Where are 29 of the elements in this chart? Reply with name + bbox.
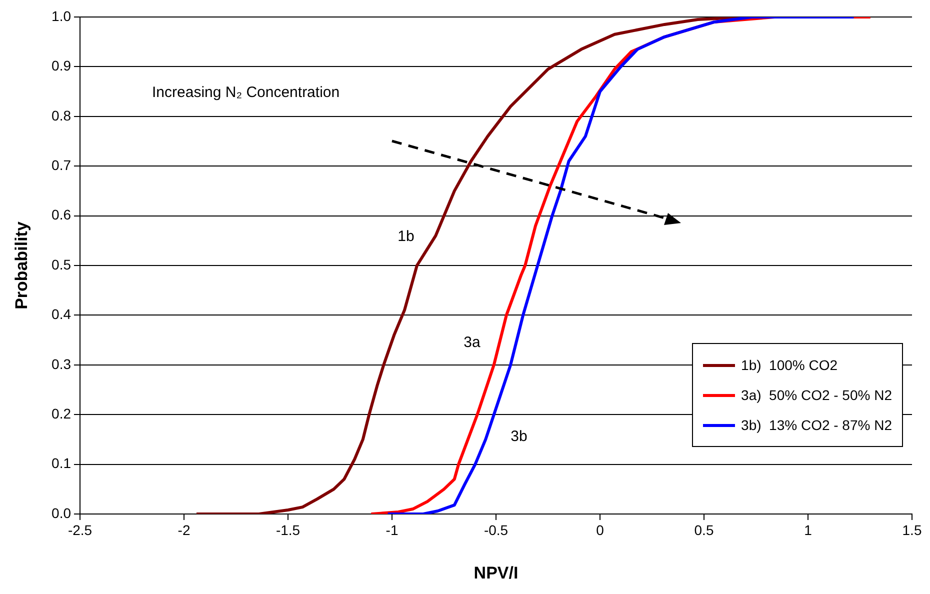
y-tick-label: 0.3 [52, 356, 72, 372]
y-tick-label: 0.4 [52, 306, 72, 322]
x-tick-label: -1 [386, 522, 398, 538]
x-axis-title: NPV/I [474, 563, 518, 582]
x-tick-label: 1 [804, 522, 812, 538]
annotation: 3b [510, 428, 528, 446]
y-tick-label: 0.2 [52, 405, 72, 422]
x-tick-label: 1.5 [902, 522, 922, 538]
y-axis-title: Probability [12, 221, 31, 310]
annotation: 3a [464, 334, 481, 352]
x-tick-label: -2 [178, 522, 190, 538]
legend-label: 3b) 13% CO2 - 87% N2 [741, 417, 892, 433]
x-tick-label: -2.5 [68, 522, 92, 538]
annotation: 1b [398, 228, 414, 246]
y-tick-label: 0.6 [52, 206, 72, 223]
y-tick-label: 0.7 [52, 156, 72, 173]
y-tick-label: 0.8 [52, 107, 72, 124]
y-tick-label: 1.0 [52, 8, 72, 24]
x-tick-label: 0 [596, 522, 604, 538]
x-tick-label: -1.5 [276, 522, 300, 538]
y-tick-label: 0.0 [52, 504, 72, 521]
x-tick-label: 0.5 [694, 522, 714, 538]
y-tick-label: 0.5 [52, 256, 72, 272]
x-tick-label: -0.5 [484, 522, 508, 538]
y-tick-label: 0.9 [52, 58, 72, 74]
y-tick-label: 0.1 [52, 455, 72, 472]
annotation: Increasing N₂ Concentration [152, 84, 340, 102]
legend-label: 3a) 50% CO2 - 50% N2 [741, 387, 892, 403]
legend-label: 1b) 100% CO2 [741, 357, 838, 373]
